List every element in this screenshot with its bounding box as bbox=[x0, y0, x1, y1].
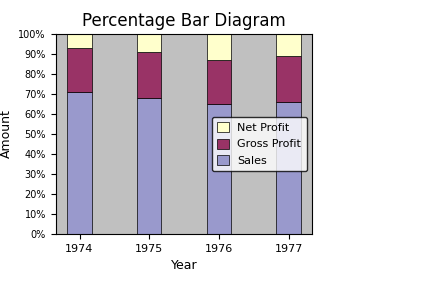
Bar bbox=[207, 34, 231, 60]
Bar bbox=[207, 60, 231, 104]
Legend: Net Profit, Gross Profit, Sales: Net Profit, Gross Profit, Sales bbox=[212, 117, 307, 171]
Bar bbox=[137, 52, 161, 98]
Bar bbox=[67, 48, 92, 92]
X-axis label: Year: Year bbox=[171, 259, 197, 272]
Bar bbox=[67, 34, 92, 48]
Bar bbox=[207, 104, 231, 234]
Bar bbox=[67, 92, 92, 234]
Y-axis label: Amount: Amount bbox=[0, 109, 13, 158]
Title: Percentage Bar Diagram: Percentage Bar Diagram bbox=[82, 12, 286, 30]
Bar bbox=[276, 34, 301, 56]
Bar bbox=[276, 56, 301, 102]
Bar bbox=[137, 34, 161, 52]
Bar bbox=[276, 102, 301, 234]
Bar bbox=[137, 98, 161, 234]
